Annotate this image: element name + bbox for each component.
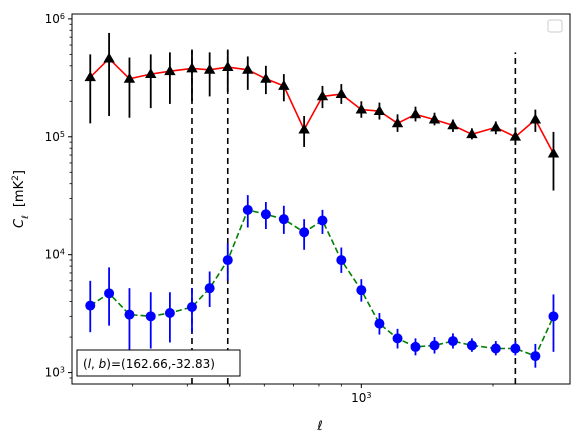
y-axis-label: Cℓ [mK2] xyxy=(11,170,31,228)
series-0-point-5 xyxy=(186,62,198,73)
series-0-point-3 xyxy=(145,68,157,79)
x-tick-label-0: 103 xyxy=(351,391,371,406)
y-tick-label-2: 105 xyxy=(45,129,65,144)
legend-box xyxy=(547,19,563,33)
plot-frame xyxy=(71,13,571,385)
series-1-point-16 xyxy=(392,333,403,344)
series-1-point-17 xyxy=(410,341,421,352)
series-0-point-22 xyxy=(509,130,522,141)
series-1-point-1 xyxy=(104,288,115,299)
y-axis-label-symbol: C xyxy=(12,218,27,228)
x-axis-label: ℓ xyxy=(316,419,322,434)
series-0-point-1 xyxy=(103,52,115,63)
series-1-point-18 xyxy=(429,340,440,351)
annotation-value: =(162.66,-32.83) xyxy=(111,357,215,371)
series-0-point-0 xyxy=(84,71,96,82)
series-0-point-4 xyxy=(164,65,176,76)
series-layer xyxy=(84,32,560,384)
y-axis-label-unit-sup: 2 xyxy=(11,175,21,181)
annotation-box: (l, b)=(162.66,-32.83) xyxy=(76,349,241,377)
series-0-point-2 xyxy=(123,72,136,83)
series-0-point-16 xyxy=(391,117,404,128)
series-1-point-7 xyxy=(222,255,233,266)
series-1-point-8 xyxy=(242,204,253,215)
annotation-b: b xyxy=(99,357,107,371)
y-tick-label-0: 103 xyxy=(45,365,65,380)
series-1-point-12 xyxy=(317,215,328,226)
series-1-point-23 xyxy=(530,351,541,362)
series-0-point-20 xyxy=(466,128,478,139)
series-0-point-23 xyxy=(529,113,542,124)
series-1-point-22 xyxy=(510,343,521,354)
series-1-point-14 xyxy=(356,285,367,296)
y-tick-label-1: 104 xyxy=(45,247,65,262)
series-1-point-20 xyxy=(466,340,477,351)
series-0-point-13 xyxy=(335,88,348,99)
series-0-point-19 xyxy=(447,119,459,130)
series-1-point-0 xyxy=(85,300,96,311)
ticks-layer: 103 104 105 106 103 xyxy=(45,11,494,406)
series-1-point-24 xyxy=(548,311,559,322)
series-0-point-11 xyxy=(298,123,310,134)
series-1-point-15 xyxy=(374,318,385,329)
series-0-point-8 xyxy=(242,63,254,74)
series-1-point-10 xyxy=(278,214,289,225)
series-0-point-10 xyxy=(278,79,290,90)
series-0-point-15 xyxy=(373,105,386,116)
y-axis-label-unit-end: ] xyxy=(12,170,27,175)
series-1-point-3 xyxy=(145,311,156,322)
annotation-text: (l, b)=(162.66,-32.83) xyxy=(83,357,215,371)
series-0-point-21 xyxy=(490,121,502,132)
series-1-point-9 xyxy=(260,209,271,220)
series-0-point-7 xyxy=(222,61,234,71)
series-1-point-19 xyxy=(447,336,458,347)
series-1-point-13 xyxy=(336,255,347,266)
series-0-point-17 xyxy=(409,108,422,119)
series-1-point-5 xyxy=(186,301,197,312)
series-1-point-21 xyxy=(490,343,501,354)
series-1-point-6 xyxy=(204,283,215,294)
series-0-point-18 xyxy=(428,113,441,124)
series-0-point-24 xyxy=(547,147,560,158)
annotation-l: l xyxy=(88,357,92,371)
series-1-point-2 xyxy=(124,309,135,320)
series-0-point-14 xyxy=(355,103,368,114)
series-0-point-12 xyxy=(316,90,329,101)
series-1-point-4 xyxy=(164,308,175,319)
y-axis-label-unit: [mK xyxy=(12,180,27,207)
series-0-point-9 xyxy=(260,72,272,83)
y-axis-label-sub: ℓ xyxy=(21,215,31,220)
series-1-point-11 xyxy=(299,227,310,238)
y-tick-label-3: 106 xyxy=(45,11,65,26)
series-0-point-6 xyxy=(203,63,216,74)
